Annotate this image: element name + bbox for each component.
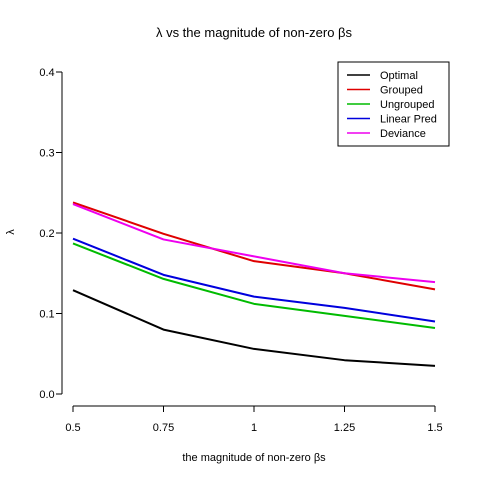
legend-label-linear-pred: Linear Pred	[380, 114, 437, 126]
x-tick-label: 0.5	[65, 422, 80, 434]
y-tick-label: 0.0	[39, 389, 54, 401]
y-axis-label: λ	[5, 229, 17, 235]
axes: 0.0 0.1 0.2 0.3 0.4 0.5 0.75 1 1.25 1.5	[39, 67, 442, 434]
x-axis-label: the magnitude of non-zero βs	[182, 452, 326, 464]
x-tick-label: 1.25	[334, 422, 355, 434]
x-tick-label: 1	[251, 422, 257, 434]
legend-label-optimal: Optimal	[380, 70, 418, 82]
series-line-deviance	[72, 203, 436, 284]
legend: Optimal Grouped Ungrouped Linear Pred Devian…	[337, 61, 450, 147]
y-tick-label: 0.1	[39, 309, 54, 321]
series-line-grouped	[72, 201, 436, 291]
series-line-optimal	[72, 289, 436, 367]
legend-label-deviance: Deviance	[380, 128, 426, 140]
legend-label-ungrouped: Ungrouped	[380, 99, 434, 111]
y-tick-label: 0.2	[39, 228, 54, 240]
legend-label-grouped: Grouped	[380, 85, 423, 97]
x-tick-label: 1.5	[427, 422, 442, 434]
chart-title: λ vs the magnitude of non-zero βs	[156, 25, 353, 40]
series-lines	[72, 201, 436, 367]
x-tick-label: 0.75	[153, 422, 174, 434]
series-line-linear-pred	[72, 237, 436, 323]
y-tick-label: 0.4	[39, 67, 54, 79]
series-line-ungrouped	[72, 242, 436, 329]
y-tick-label: 0.3	[39, 148, 54, 160]
